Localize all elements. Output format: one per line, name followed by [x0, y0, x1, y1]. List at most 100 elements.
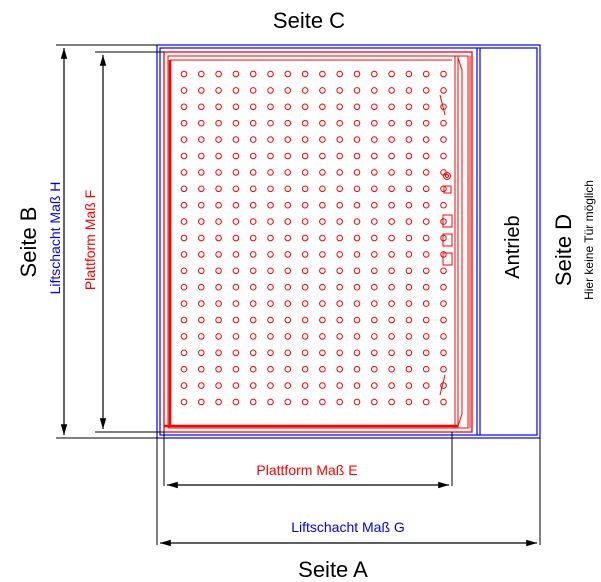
tread-dot	[336, 152, 344, 160]
tread-dot	[336, 398, 344, 406]
tread-dot	[440, 70, 447, 78]
tread-dot	[267, 365, 274, 373]
tread-dot	[319, 70, 326, 78]
tread-dot	[319, 218, 326, 225]
tread-dot	[353, 382, 361, 389]
tread-dot	[180, 349, 188, 357]
tread-dot	[284, 382, 292, 389]
tread-dot	[371, 119, 378, 127]
tread-dot	[284, 234, 292, 242]
tread-dot	[440, 87, 447, 94]
tread-dot	[180, 365, 188, 373]
tread-dot	[353, 234, 361, 242]
tread-dot	[388, 349, 395, 357]
tread-dot	[422, 398, 430, 406]
tread-dot	[215, 316, 222, 324]
tread-dot	[440, 152, 447, 160]
tread-dot	[198, 283, 205, 291]
tread-dot	[232, 251, 240, 258]
tread-dot	[198, 382, 205, 389]
tread-dot	[336, 300, 344, 307]
tread-dot	[388, 169, 395, 176]
tread-dot	[319, 87, 326, 94]
tread-dot	[301, 333, 309, 340]
tread-dot	[405, 349, 413, 357]
tread-dot	[215, 283, 222, 291]
tread-dot	[301, 169, 309, 176]
tread-dot	[301, 152, 309, 160]
tread-dot	[405, 283, 413, 291]
tread-dot	[440, 267, 447, 275]
tread-dot	[249, 398, 257, 406]
side-a-label: Seite A	[298, 557, 368, 582]
tread-dot	[319, 398, 326, 406]
tread-dot	[215, 300, 222, 307]
tread-dot	[198, 119, 205, 127]
tread-dot	[301, 316, 309, 324]
tread-dot	[336, 251, 344, 258]
tread-dot	[371, 333, 378, 340]
tread-dot	[371, 283, 378, 291]
tread-dot	[405, 234, 413, 242]
tread-dot	[249, 201, 257, 209]
tread-dot	[422, 152, 430, 160]
tread-dot	[319, 333, 326, 340]
tread-dot	[267, 201, 274, 209]
tread-dot	[198, 70, 205, 78]
tread-dot	[301, 103, 309, 111]
tread-dot	[440, 349, 447, 357]
platform-tread-pattern	[180, 70, 447, 406]
tread-dot	[301, 365, 309, 373]
tread-dot	[440, 398, 447, 406]
tread-dot	[180, 185, 188, 193]
tread-dot	[198, 267, 205, 275]
side-b-label: Seite B	[16, 207, 41, 278]
tread-dot	[388, 365, 395, 373]
tread-dot	[353, 70, 361, 78]
tread-dot	[388, 136, 395, 143]
shaft-g-label: Liftschacht Maß G	[291, 519, 405, 535]
tread-dot	[180, 283, 188, 291]
tread-dot	[215, 136, 222, 143]
tread-dot	[440, 136, 447, 143]
tread-dot	[215, 218, 222, 225]
tread-dot	[180, 70, 188, 78]
tread-dot	[371, 136, 378, 143]
tread-dot	[267, 119, 274, 127]
tread-dot	[422, 365, 430, 373]
tread-dot	[388, 382, 395, 389]
tread-dot	[405, 333, 413, 340]
tread-dot	[301, 251, 309, 258]
tread-dot	[319, 152, 326, 160]
tread-dot	[405, 185, 413, 193]
tread-dot	[180, 218, 188, 225]
tread-dot	[232, 87, 240, 94]
tread-dot	[232, 349, 240, 357]
tread-dot	[405, 103, 413, 111]
tread-dot	[215, 201, 222, 209]
tread-dot	[180, 234, 188, 242]
tread-dot	[336, 70, 344, 78]
tread-dot	[301, 398, 309, 406]
tread-dot	[405, 267, 413, 275]
tread-dot	[180, 152, 188, 160]
tread-dot	[232, 169, 240, 176]
tread-dot	[249, 70, 257, 78]
tread-dot	[215, 251, 222, 258]
tread-dot	[215, 267, 222, 275]
tread-dot	[353, 267, 361, 275]
tread-dot	[371, 87, 378, 94]
tread-dot	[267, 218, 274, 225]
tread-dot	[371, 169, 378, 176]
tread-dot	[198, 333, 205, 340]
tread-dot	[232, 300, 240, 307]
tread-dot	[249, 267, 257, 275]
tread-dot	[388, 300, 395, 307]
tread-dot	[284, 169, 292, 176]
tread-dot	[232, 136, 240, 143]
tread-dot	[232, 70, 240, 78]
tread-dot	[319, 365, 326, 373]
tread-dot	[336, 136, 344, 143]
tread-dot	[371, 316, 378, 324]
